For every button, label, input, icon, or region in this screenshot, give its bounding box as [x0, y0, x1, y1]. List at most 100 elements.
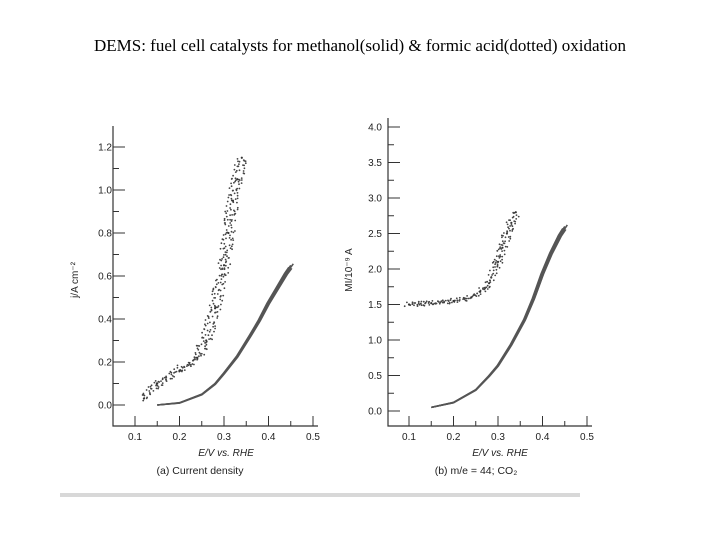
y-tick-label: 0.0	[98, 401, 112, 412]
dotted-point	[440, 300, 443, 303]
dotted-point	[438, 302, 441, 305]
axis-frame	[112, 126, 318, 427]
data-point	[178, 369, 181, 372]
dotted-point	[242, 170, 245, 172]
dotted-point	[240, 182, 243, 185]
dotted-point	[223, 219, 226, 222]
y-tick-label: 1.2	[98, 143, 112, 154]
data-point	[496, 260, 500, 263]
dotted-point	[511, 225, 514, 228]
dotted-point	[225, 251, 228, 254]
dotted-point	[231, 189, 234, 192]
dotted-point	[230, 238, 233, 241]
dotted-point	[221, 268, 224, 270]
dotted-point	[231, 248, 234, 251]
dotted-point	[506, 223, 509, 226]
y-axis-label: MI/10⁻⁹ A	[344, 248, 355, 292]
dotted-point	[224, 245, 227, 248]
dotted-point	[220, 278, 223, 280]
dotted-point	[214, 297, 217, 299]
methanol-cycle-line	[157, 264, 292, 406]
y-tick-label: 2.0	[368, 265, 382, 276]
dotted-point	[500, 234, 503, 237]
dotted-point	[160, 380, 162, 382]
dotted-point	[441, 301, 444, 304]
dotted-point	[230, 230, 233, 233]
dotted-point	[194, 353, 197, 356]
series-methanol	[157, 263, 294, 406]
x-tick-label: 0.1	[128, 432, 142, 443]
dotted-point	[238, 187, 241, 190]
dotted-point	[230, 245, 233, 248]
dotted-point	[238, 178, 240, 181]
dotted-point	[204, 319, 207, 321]
dotted-point	[236, 208, 239, 211]
dotted-point	[155, 387, 158, 390]
dotted-point	[228, 244, 231, 247]
dotted-point	[456, 301, 459, 303]
dotted-point	[223, 287, 226, 290]
dotted-point	[515, 218, 518, 220]
dotted-point	[233, 168, 236, 171]
dotted-point	[236, 158, 239, 160]
dotted-point	[198, 351, 201, 354]
methanol-cycle-line	[157, 266, 290, 406]
dotted-point	[219, 247, 222, 250]
dotted-point	[203, 353, 206, 356]
dotted-point	[236, 187, 239, 190]
dotted-point	[223, 242, 226, 245]
data-point	[196, 356, 199, 359]
dotted-point	[215, 283, 218, 286]
dotted-point	[215, 279, 217, 282]
dotted-point	[232, 174, 235, 177]
dotted-point	[464, 299, 467, 302]
dotted-point	[494, 274, 497, 277]
y-tick-label: 3.5	[368, 158, 382, 169]
dotted-point	[168, 372, 171, 375]
dotted-point	[224, 258, 227, 261]
dotted-point	[438, 301, 440, 303]
dotted-point	[209, 310, 212, 313]
dotted-point	[508, 227, 510, 230]
dotted-point	[242, 159, 245, 162]
x-tick-label: 0.1	[402, 432, 416, 443]
dotted-point	[226, 210, 229, 212]
dotted-point	[504, 240, 506, 243]
dotted-point	[224, 261, 227, 264]
dotted-point	[235, 189, 238, 192]
methanol-cycle-line	[157, 267, 293, 406]
dotted-point	[229, 193, 232, 196]
dotted-point	[208, 330, 211, 333]
dotted-point	[165, 375, 168, 378]
dotted-point	[509, 229, 511, 232]
dotted-point	[198, 355, 200, 358]
dotted-point	[489, 269, 491, 272]
dotted-point	[153, 381, 156, 384]
dotted-point	[150, 387, 152, 390]
dotted-point	[486, 288, 489, 290]
dotted-point	[467, 297, 470, 300]
dotted-point	[142, 399, 145, 402]
dotted-point	[492, 260, 495, 263]
data-point	[205, 339, 208, 342]
dotted-point	[512, 211, 515, 214]
dotted-point	[217, 305, 220, 307]
data-point	[240, 156, 243, 159]
dotted-point	[448, 302, 451, 305]
dotted-point	[495, 260, 498, 262]
dotted-point	[207, 317, 210, 319]
dotted-point	[223, 267, 226, 269]
data-point	[407, 303, 411, 306]
dotted-point	[209, 329, 212, 331]
y-tick-label: 1.5	[368, 300, 382, 311]
dotted-point	[227, 266, 230, 269]
dotted-point	[511, 230, 514, 232]
dotted-point	[501, 236, 503, 239]
dotted-point	[204, 323, 206, 326]
dotted-point	[513, 220, 516, 223]
dotted-point	[447, 300, 450, 302]
dotted-point	[512, 227, 514, 230]
dotted-point	[206, 322, 209, 325]
dotted-point	[213, 321, 216, 323]
dotted-point	[458, 300, 461, 302]
